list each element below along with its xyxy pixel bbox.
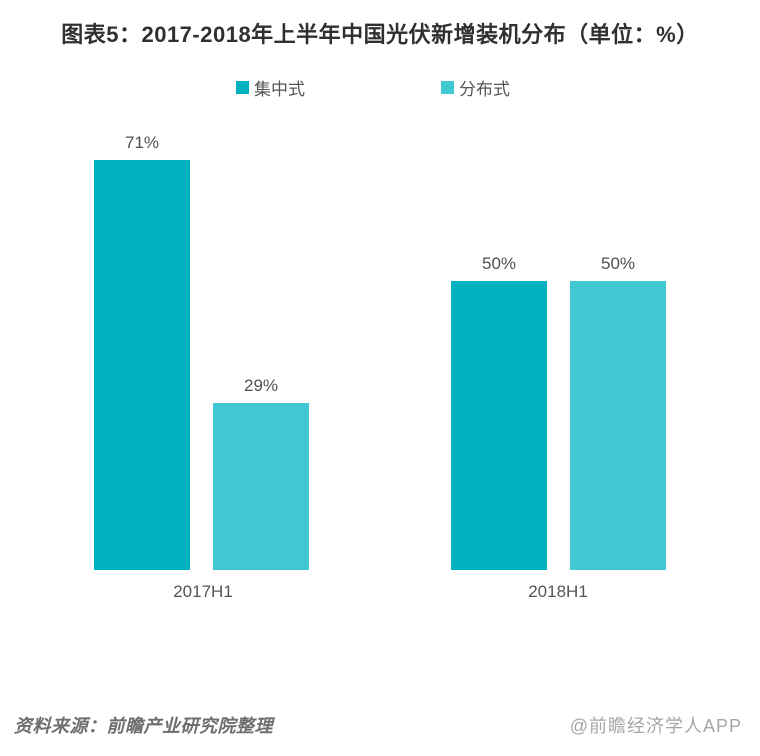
x-axis-label-2018H1: 2018H1 [528,582,588,601]
bar-column: 29% [213,376,309,570]
legend-item-centralized: 集中式 [236,75,305,100]
x-axis: 2017H1 2018H1 [0,582,760,614]
legend-item-distributed: 分布式 [441,75,510,100]
bar-分布式-2017H1 [213,403,309,570]
footer: 资料来源：前瞻产业研究院整理 @前瞻经济学人APP [0,712,760,738]
bar-value-label: 50% [600,254,636,273]
bar-column: 71% [94,133,190,570]
bar-column: 50% [570,254,666,570]
bar-group-2018H1: 50% 50% [451,254,666,570]
bar-value-label: 71% [124,133,160,152]
legend-label-centralized: 集中式 [254,80,305,99]
x-axis-label-2017H1: 2017H1 [173,582,233,601]
legend-label-distributed: 分布式 [459,80,510,99]
watermark-text: @前瞻经济学人APP [569,716,742,736]
bar-chart-plot: 71% 29% 50% 50% [0,118,760,570]
legend-swatch-centralized [236,81,249,94]
bar-group-2017H1: 71% 29% [94,133,309,570]
bar-分布式-2018H1 [570,281,666,570]
bar-集中式-2017H1 [94,160,190,570]
bar-value-label: 29% [243,376,279,395]
bar-集中式-2018H1 [451,281,547,570]
bar-column: 50% [451,254,547,570]
chart-title: 图表5：2017-2018年上半年中国光伏新增装机分布（单位：%） [61,22,699,47]
legend: 集中式 分布式 [0,75,760,100]
source-text: 资料来源：前瞻产业研究院整理 [14,716,273,736]
legend-swatch-distributed [441,81,454,94]
bar-value-label: 50% [481,254,517,273]
